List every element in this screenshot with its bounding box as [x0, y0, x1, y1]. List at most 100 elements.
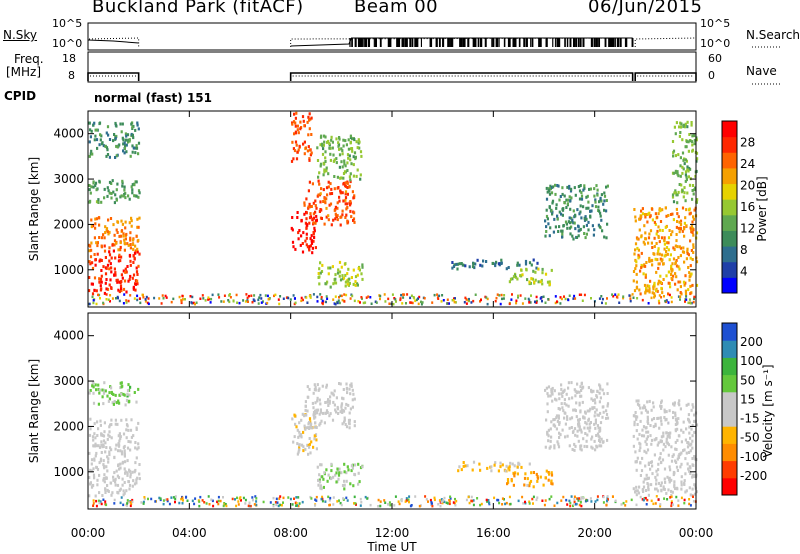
power-cell — [114, 156, 117, 159]
velocity-cell — [96, 434, 99, 437]
power-cell — [431, 301, 434, 304]
power-cell — [301, 115, 305, 119]
power-cell — [114, 256, 117, 260]
colorbar-tick-label: 12 — [740, 222, 755, 236]
velocity-cell — [358, 480, 361, 484]
velocity-cell — [346, 499, 349, 502]
power-cell — [299, 243, 302, 247]
velocity-cell — [135, 481, 138, 485]
velocity-cell — [670, 489, 673, 493]
power-cell — [90, 225, 93, 229]
power-cell — [456, 267, 459, 271]
velocity-cell — [566, 434, 569, 438]
velocity-cell — [96, 468, 100, 471]
velocity-cell — [692, 475, 695, 478]
velocity-cell — [208, 503, 211, 506]
power-cell — [207, 298, 210, 301]
velocity-cell — [503, 498, 505, 501]
velocity-cell — [668, 480, 671, 484]
velocity-cell — [591, 446, 594, 450]
power-cell — [107, 189, 110, 193]
velocity-cell — [138, 463, 141, 466]
power-cell — [474, 262, 477, 266]
power-cell — [686, 191, 689, 195]
velocity-cell — [387, 503, 390, 506]
power-cell — [341, 209, 344, 213]
power-cell — [353, 299, 356, 303]
power-cell — [669, 253, 672, 257]
velocity-cell — [212, 504, 215, 508]
power-cell — [455, 262, 458, 266]
velocity-cell — [672, 470, 675, 474]
velocity-cell — [123, 453, 126, 457]
power-cell — [634, 242, 638, 246]
colorbar-frame — [721, 322, 738, 496]
velocity-cell — [567, 381, 570, 385]
velocity-cell — [118, 401, 121, 405]
power-cell — [346, 272, 349, 276]
power-cell — [594, 205, 598, 209]
power-cell — [318, 210, 321, 213]
velocity-cell — [580, 389, 583, 392]
power-cell — [606, 184, 609, 188]
velocity-cell — [501, 503, 504, 506]
power-cell — [695, 260, 699, 264]
power-cell — [561, 232, 564, 236]
velocity-cell — [361, 465, 364, 469]
velocity-cell — [312, 445, 315, 449]
velocity-cell — [88, 451, 91, 455]
power-cell — [684, 216, 687, 220]
power-cell — [294, 121, 297, 125]
velocity-cell — [536, 496, 539, 499]
velocity-cell — [589, 426, 592, 430]
power-cell — [650, 296, 653, 300]
power-cell — [118, 143, 121, 147]
velocity-cell — [682, 430, 685, 434]
power-cell — [127, 194, 130, 198]
power-cell — [464, 264, 467, 268]
velocity-cell — [320, 463, 323, 467]
power-cell — [331, 140, 334, 144]
velocity-cell — [593, 414, 596, 418]
power-cell — [568, 226, 571, 230]
velocity-cell — [438, 499, 441, 502]
velocity-cell — [547, 385, 551, 389]
velocity-cell — [680, 487, 683, 491]
power-cell — [336, 218, 339, 222]
power-cell — [679, 298, 681, 301]
power-cell — [326, 140, 329, 144]
power-cell — [111, 179, 114, 183]
velocity-cell — [359, 504, 362, 507]
velocity-echo-region-8 — [632, 399, 699, 497]
power-cell — [583, 232, 586, 235]
power-cell — [503, 294, 506, 297]
power-cell — [344, 280, 347, 284]
power-cell — [121, 276, 124, 280]
velocity-cell — [642, 485, 646, 489]
velocity-cell — [591, 406, 594, 410]
velocity-cell — [494, 461, 497, 465]
velocity-cell — [677, 504, 680, 507]
power-cell — [338, 270, 342, 274]
power-cell — [679, 254, 682, 258]
velocity-cell — [306, 385, 309, 389]
velocity-cell — [655, 487, 658, 491]
velocity-cell — [650, 483, 653, 487]
velocity-cell — [644, 496, 647, 500]
power-cell — [292, 120, 296, 124]
power-cell — [519, 274, 522, 278]
power-cell — [129, 243, 132, 246]
velocity-cell — [118, 467, 121, 471]
velocity-cell — [314, 498, 317, 501]
velocity-cell — [110, 418, 113, 422]
power-cell — [574, 227, 577, 231]
power-cell — [327, 218, 330, 222]
power-cell — [401, 302, 404, 305]
velocity-cell — [319, 486, 322, 490]
velocity-cell — [471, 499, 474, 503]
freq-panel-frame — [87, 51, 697, 83]
power-cell — [342, 138, 345, 142]
velocity-cell — [579, 498, 582, 501]
power-cell — [99, 297, 101, 300]
power-cell — [436, 293, 439, 296]
